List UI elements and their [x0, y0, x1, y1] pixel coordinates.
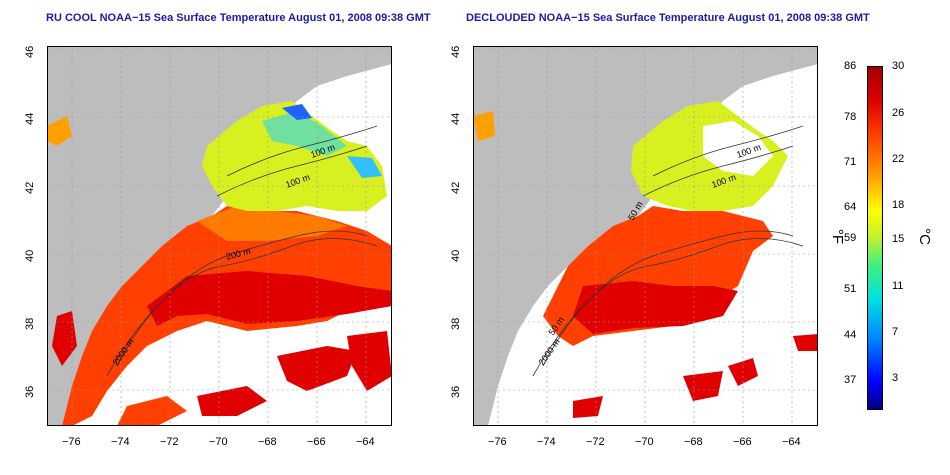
right-sst-map[interactable]: 100 m 100 m 50 m 50 m 2000 m	[473, 46, 818, 426]
fahrenheit-tick: 51	[844, 283, 857, 295]
fahrenheit-tick: 59	[844, 232, 857, 244]
lon-tick-label: −76	[62, 436, 81, 448]
lat-tick-label: 38	[24, 317, 36, 330]
celsius-tick: 11	[892, 280, 904, 292]
lon-tick-label: −70	[209, 436, 228, 448]
left-sst-map[interactable]: 100 m 100 m 200 m 2000 m	[47, 46, 392, 426]
fahrenheit-tick: 71	[844, 156, 857, 168]
right-map-title: DECLOUDED NOAA−15 Sea Surface Temperatur…	[466, 12, 870, 24]
lon-tick-label: −72	[586, 436, 605, 448]
lon-tick-label: −66	[307, 436, 326, 448]
lat-tick-label: 40	[24, 249, 36, 262]
lat-tick-label: 46	[24, 45, 36, 58]
lon-tick-label: −74	[111, 436, 130, 448]
celsius-tick: 15	[892, 233, 905, 245]
land-mass	[473, 46, 818, 426]
celsius-tick: 26	[892, 107, 905, 119]
lat-tick-label: 36	[450, 385, 462, 398]
land-mass	[47, 46, 392, 426]
celsius-unit-label: °C	[915, 228, 933, 245]
fahrenheit-tick: 37	[844, 374, 857, 386]
fahrenheit-tick: 44	[844, 329, 857, 341]
lon-tick-label: −68	[258, 436, 277, 448]
lat-tick-label: 44	[450, 112, 462, 125]
lat-tick-label: 44	[24, 112, 36, 125]
lat-tick-label: 42	[24, 181, 36, 194]
fahrenheit-tick: 86	[844, 60, 857, 72]
celsius-tick: 18	[892, 199, 905, 211]
lon-tick-label: −68	[684, 436, 703, 448]
lon-tick-label: −76	[488, 436, 507, 448]
celsius-tick: 30	[892, 60, 905, 72]
lat-tick-label: 46	[450, 45, 462, 58]
colorbar	[867, 66, 883, 410]
celsius-tick: 22	[892, 153, 905, 165]
fahrenheit-unit-label: °F	[829, 228, 847, 245]
fahrenheit-tick: 64	[844, 201, 857, 213]
lon-tick-label: −74	[537, 436, 556, 448]
celsius-tick: 7	[892, 326, 899, 338]
lon-tick-label: −64	[356, 436, 375, 448]
celsius-tick: 3	[892, 372, 899, 384]
isobath-contour	[116, 230, 368, 367]
lat-tick-label: 36	[24, 385, 36, 398]
lon-tick-label: −70	[635, 436, 654, 448]
lat-tick-label: 42	[450, 181, 462, 194]
lat-tick-label: 40	[450, 249, 462, 262]
lat-tick-label: 38	[450, 317, 462, 330]
lon-tick-label: −66	[733, 436, 752, 448]
fahrenheit-tick: 78	[844, 111, 857, 123]
cool-water	[202, 101, 387, 211]
lon-tick-label: −64	[782, 436, 801, 448]
lon-tick-label: −72	[160, 436, 179, 448]
left-map-title: RU COOL NOAA−15 Sea Surface Temperature …	[46, 12, 431, 24]
